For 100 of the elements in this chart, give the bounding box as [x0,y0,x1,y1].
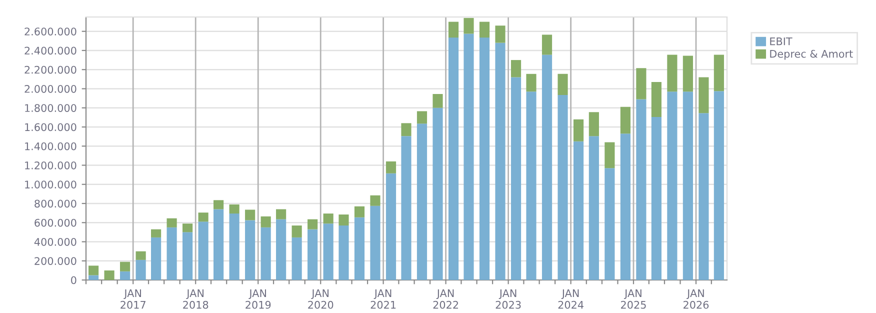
bar [354,217,365,280]
bar [338,214,349,226]
y-tick-label: 600.000 [34,218,76,227]
bar [136,260,146,280]
bar [370,206,380,280]
bar [260,227,271,280]
bar [620,106,630,134]
bar [229,214,240,280]
bar [308,219,318,230]
x-tick-label: JAN 2022 [433,289,458,309]
bar [651,116,662,280]
bar [542,54,552,280]
bar [510,60,522,78]
bar [214,209,224,280]
y-tick-label: 2.000.000 [24,84,76,93]
bar [386,161,396,174]
bar [214,200,224,210]
y-tick-label: 1.000.000 [25,180,76,188]
bar [166,227,177,280]
bar [510,77,522,280]
bar [604,168,615,280]
y-tick-label: 2.600.000 [24,28,76,36]
x-tick-label: JAN 2024 [558,289,584,309]
bar [573,119,584,142]
bar [88,275,99,280]
bar [464,18,474,34]
bar [432,108,443,280]
y-tick-label: 1.800.000 [25,104,76,112]
bar [120,271,130,280]
bar [401,123,412,136]
bar [229,204,240,214]
bar [370,195,380,206]
bar [292,237,302,280]
x-tick-label: JAN 2019 [246,289,271,309]
bar [448,22,459,38]
bar [198,212,208,222]
bar [573,141,584,280]
bar [182,224,193,232]
bar [245,210,256,220]
bar [464,34,474,280]
bar [698,77,709,114]
bar [588,136,599,280]
bar [416,124,428,280]
bar [198,222,208,280]
bar [682,92,693,280]
bar [88,266,99,276]
bar [136,251,146,260]
bar [588,112,599,136]
bar [292,225,302,238]
bar [682,56,693,92]
bar [651,82,662,117]
bar [558,74,568,95]
bar [714,91,724,280]
bar [448,38,459,280]
bar [308,229,318,280]
bar [260,216,271,228]
bar [151,237,162,280]
y-tick-label: 2.200.000 [24,66,76,74]
bar [386,173,396,280]
y-tick-label: 200.000 [34,257,76,265]
x-tick-label: JAN 2020 [308,289,334,309]
bar [354,206,365,218]
bar [323,214,334,224]
x-tick-label: JAN 2021 [370,289,396,309]
bar [323,224,334,280]
x-tick-label: JAN 2025 [621,289,646,309]
bar [526,92,536,280]
x-tick-label: JAN 2026 [684,289,709,309]
bar [245,220,256,280]
bar [698,113,709,280]
y-tick-label: 1.400.000 [25,142,76,150]
bar [276,209,286,220]
bar [542,34,552,55]
bar [479,22,490,38]
bar [604,142,615,168]
bar [714,54,724,92]
y-tick-label: 1.200.000 [25,161,76,170]
bar [620,134,630,280]
bar [338,225,349,280]
bar [401,136,412,280]
bar [636,99,646,280]
bar [495,26,506,43]
bar [276,219,286,280]
bar [166,218,177,228]
y-tick-label: 800.000 [34,200,76,208]
bar [667,54,678,92]
bar [432,94,443,108]
bar [558,94,568,280]
bar [636,68,646,100]
x-tick-label: JAN 2023 [496,289,521,309]
bar [495,42,506,280]
bar [120,262,130,272]
bar [479,38,490,280]
x-tick-label: JAN 2018 [183,289,208,309]
y-tick-label: 2.400.000 [24,46,76,55]
bar [667,92,678,280]
y-tick-label: 1.600.000 [25,123,76,132]
bar [416,111,428,124]
legend-label: Deprec & Amort [770,50,853,60]
bar [151,229,162,238]
